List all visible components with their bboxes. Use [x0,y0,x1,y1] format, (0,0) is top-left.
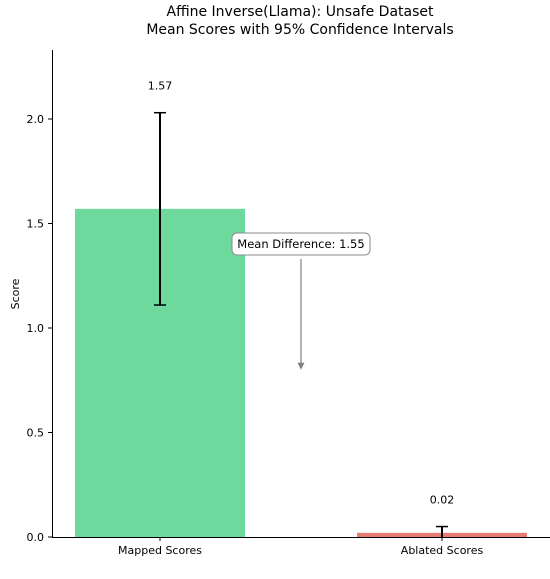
y-tick-label: 0.5 [27,426,45,439]
x-tick-label-ablated-scores: Ablated Scores [401,544,484,557]
y-tick-label: 2.0 [27,113,45,126]
value-label-ablated-scores: 0.02 [430,494,455,507]
bars-group [75,208,527,537]
mean-difference-box [231,232,371,256]
y-ticks-group: 0.0 0.5 1.0 1.5 2.0 [27,113,53,544]
chart-title-line-1: Affine Inverse(Llama): Unsafe Dataset [167,4,435,20]
value-label-mapped-scores: 1.57 [148,80,173,93]
y-tick-label: 1.5 [27,217,45,230]
mean-difference-annotation: Mean Difference: 1.55 [231,232,371,370]
chart-title-line-2: Mean Scores with 95% Confidence Interval… [146,22,453,38]
x-tick-label-mapped-scores: Mapped Scores [118,544,202,557]
x-ticks-group: Mapped Scores Ablated Scores [118,537,483,557]
y-tick-label: 0.0 [27,531,45,544]
value-labels-group: 1.57 0.02 [148,80,455,507]
error-bars-group [154,111,448,537]
mean-difference-label: Mean Difference: 1.55 [237,237,364,251]
y-axis-label: Score [9,278,22,309]
mean-difference-arrow-head [297,362,305,370]
y-tick-label: 1.0 [27,322,45,335]
